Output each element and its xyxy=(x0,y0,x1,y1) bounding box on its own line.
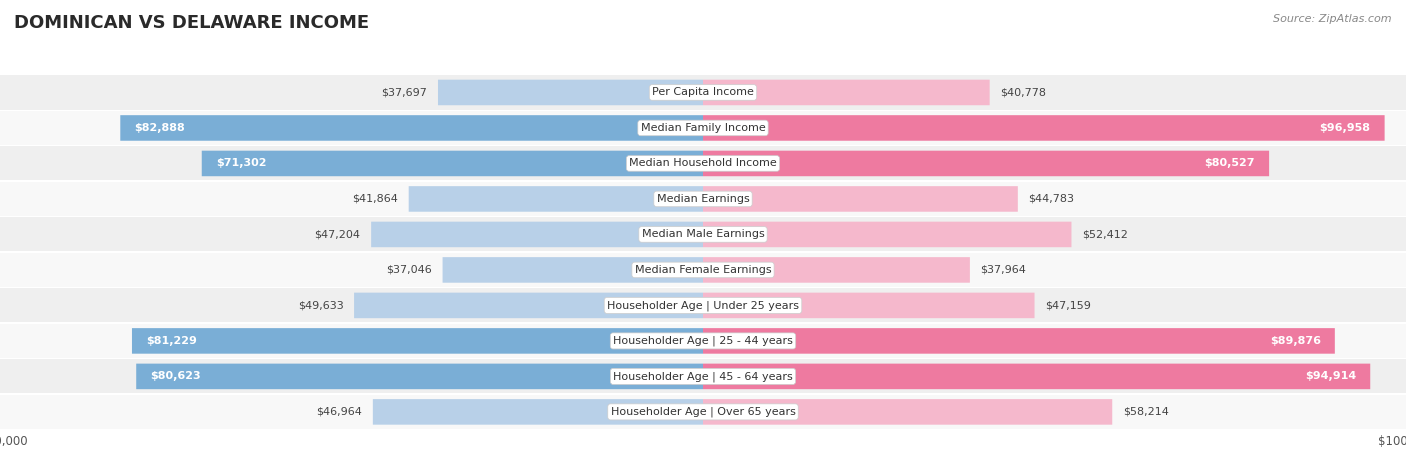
FancyBboxPatch shape xyxy=(0,253,1406,287)
FancyBboxPatch shape xyxy=(0,147,1406,180)
Text: $80,623: $80,623 xyxy=(150,371,201,382)
FancyBboxPatch shape xyxy=(201,151,703,176)
Text: Householder Age | 25 - 44 years: Householder Age | 25 - 44 years xyxy=(613,336,793,346)
FancyBboxPatch shape xyxy=(703,293,1035,318)
Text: Householder Age | 45 - 64 years: Householder Age | 45 - 64 years xyxy=(613,371,793,382)
Text: $89,876: $89,876 xyxy=(1270,336,1320,346)
Text: Median Family Income: Median Family Income xyxy=(641,123,765,133)
FancyBboxPatch shape xyxy=(136,364,703,389)
FancyBboxPatch shape xyxy=(0,218,1406,251)
Text: Householder Age | Under 25 years: Householder Age | Under 25 years xyxy=(607,300,799,311)
FancyBboxPatch shape xyxy=(0,76,1406,109)
Text: $94,914: $94,914 xyxy=(1305,371,1357,382)
Text: $37,964: $37,964 xyxy=(980,265,1026,275)
Text: Median Female Earnings: Median Female Earnings xyxy=(634,265,772,275)
FancyBboxPatch shape xyxy=(371,222,703,247)
FancyBboxPatch shape xyxy=(0,395,1406,429)
Text: Per Capita Income: Per Capita Income xyxy=(652,87,754,98)
Text: $44,783: $44,783 xyxy=(1028,194,1074,204)
FancyBboxPatch shape xyxy=(0,360,1406,393)
Text: $82,888: $82,888 xyxy=(135,123,186,133)
FancyBboxPatch shape xyxy=(703,80,990,105)
Text: DOMINICAN VS DELAWARE INCOME: DOMINICAN VS DELAWARE INCOME xyxy=(14,14,370,32)
FancyBboxPatch shape xyxy=(443,257,703,283)
FancyBboxPatch shape xyxy=(0,111,1406,145)
Text: $71,302: $71,302 xyxy=(215,158,266,169)
Text: $41,864: $41,864 xyxy=(353,194,398,204)
Text: $80,527: $80,527 xyxy=(1205,158,1256,169)
Text: $52,412: $52,412 xyxy=(1083,229,1128,240)
Text: $37,697: $37,697 xyxy=(381,87,427,98)
FancyBboxPatch shape xyxy=(132,328,703,354)
Text: $47,159: $47,159 xyxy=(1045,300,1091,311)
Text: Median Male Earnings: Median Male Earnings xyxy=(641,229,765,240)
Text: $96,958: $96,958 xyxy=(1320,123,1371,133)
Text: Median Household Income: Median Household Income xyxy=(628,158,778,169)
FancyBboxPatch shape xyxy=(439,80,703,105)
FancyBboxPatch shape xyxy=(703,222,1071,247)
FancyBboxPatch shape xyxy=(354,293,703,318)
FancyBboxPatch shape xyxy=(0,182,1406,216)
Text: $46,964: $46,964 xyxy=(316,407,363,417)
Text: Source: ZipAtlas.com: Source: ZipAtlas.com xyxy=(1274,14,1392,24)
Text: Median Earnings: Median Earnings xyxy=(657,194,749,204)
FancyBboxPatch shape xyxy=(703,115,1385,141)
Text: $37,046: $37,046 xyxy=(387,265,432,275)
FancyBboxPatch shape xyxy=(0,324,1406,358)
FancyBboxPatch shape xyxy=(703,399,1112,425)
FancyBboxPatch shape xyxy=(409,186,703,212)
FancyBboxPatch shape xyxy=(703,364,1371,389)
FancyBboxPatch shape xyxy=(703,328,1334,354)
FancyBboxPatch shape xyxy=(0,289,1406,322)
FancyBboxPatch shape xyxy=(703,257,970,283)
FancyBboxPatch shape xyxy=(373,399,703,425)
Text: $58,214: $58,214 xyxy=(1123,407,1168,417)
Text: $47,204: $47,204 xyxy=(315,229,360,240)
FancyBboxPatch shape xyxy=(703,186,1018,212)
Text: $49,633: $49,633 xyxy=(298,300,343,311)
Text: Householder Age | Over 65 years: Householder Age | Over 65 years xyxy=(610,407,796,417)
FancyBboxPatch shape xyxy=(703,151,1270,176)
Text: $81,229: $81,229 xyxy=(146,336,197,346)
Text: $40,778: $40,778 xyxy=(1000,87,1046,98)
FancyBboxPatch shape xyxy=(121,115,703,141)
